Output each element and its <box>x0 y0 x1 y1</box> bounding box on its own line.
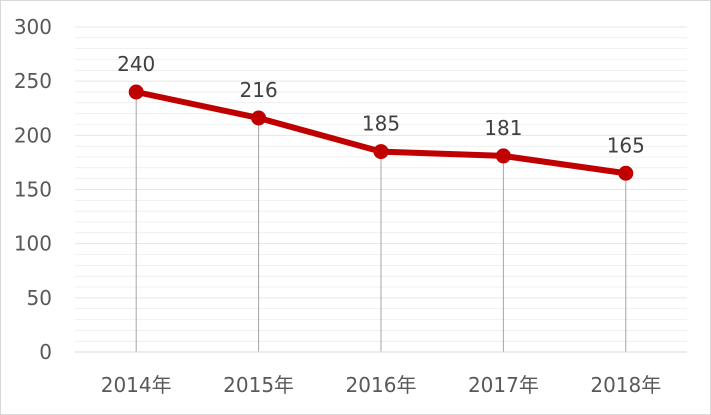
data-label: 216 <box>240 78 278 102</box>
data-label: 181 <box>484 116 522 140</box>
data-point-marker <box>495 148 511 164</box>
x-axis-ticks: 2014年 2015年 2016年 2017年 2018年 <box>101 373 662 397</box>
y-tick-label: 50 <box>27 286 52 310</box>
data-labels: 240 216 185 181 165 <box>117 52 645 157</box>
y-axis-ticks: 0 50 100 150 200 250 300 <box>14 15 52 364</box>
y-tick-label: 200 <box>14 123 52 147</box>
y-tick-label: 150 <box>14 178 52 202</box>
data-point-marker <box>128 84 144 100</box>
x-tick-label: 2014年 <box>101 373 172 397</box>
y-tick-label: 100 <box>14 232 52 256</box>
y-tick-label: 300 <box>14 15 52 39</box>
x-tick-label: 2015年 <box>223 373 294 397</box>
data-label: 185 <box>362 112 400 136</box>
data-label: 165 <box>607 133 645 157</box>
series-group <box>128 84 634 181</box>
x-tick-label: 2017年 <box>468 373 539 397</box>
data-label: 240 <box>117 52 155 76</box>
data-point-marker <box>373 144 389 160</box>
y-tick-label: 250 <box>14 69 52 93</box>
data-point-marker <box>618 165 634 181</box>
x-tick-label: 2016年 <box>346 373 417 397</box>
drop-lines <box>135 92 627 352</box>
y-tick-label: 0 <box>39 340 52 364</box>
data-point-marker <box>251 110 267 126</box>
x-tick-label: 2018年 <box>590 373 661 397</box>
